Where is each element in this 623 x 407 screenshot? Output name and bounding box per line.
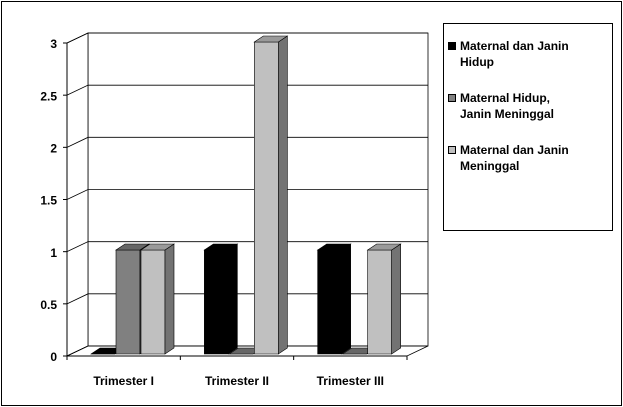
bar-top xyxy=(253,35,289,43)
grid-line xyxy=(66,189,428,200)
x-tick-label: Trimester II xyxy=(205,374,269,388)
grid-line xyxy=(66,136,428,148)
bar-front xyxy=(254,41,279,355)
y-tick-label: 3 xyxy=(50,37,57,51)
legend-swatch xyxy=(448,42,456,50)
bar-top xyxy=(366,243,402,251)
bar-side xyxy=(341,243,351,355)
y-tick-label: 0.5 xyxy=(40,298,57,312)
bar-front xyxy=(367,249,392,355)
legend-swatch xyxy=(448,146,456,154)
bar xyxy=(316,243,352,355)
legend-label: Maternal dan Janin Hidup xyxy=(460,39,569,69)
bar-side xyxy=(164,243,175,355)
grid-line xyxy=(66,293,428,305)
grid-line xyxy=(66,84,428,96)
bar-front xyxy=(204,249,229,355)
y-tick-label: 2 xyxy=(50,142,57,156)
bar-side xyxy=(228,243,238,355)
x-tick-label: Trimester I xyxy=(93,374,154,388)
bar-top xyxy=(316,243,352,251)
bar-top xyxy=(115,243,150,251)
bar xyxy=(140,243,175,355)
grid-line xyxy=(66,32,428,44)
bar-front xyxy=(140,249,166,355)
y-tick-label: 0 xyxy=(50,350,57,364)
x-tick-label: Trimester III xyxy=(317,374,384,388)
bar xyxy=(203,243,239,355)
bar xyxy=(253,35,289,355)
grid-line xyxy=(66,345,428,357)
bar-side xyxy=(278,35,288,355)
bar-front xyxy=(317,249,342,355)
bar-side xyxy=(391,243,401,355)
y-tick-label: 2.5 xyxy=(40,89,57,103)
legend-label: Maternal Hidup, Janin Meninggal xyxy=(460,91,555,121)
y-tick-label: 1 xyxy=(50,246,57,260)
legend-label: Maternal dan Janin Meninggal xyxy=(460,143,569,173)
bar-top xyxy=(203,243,239,251)
legend: Maternal dan Janin Hidup Maternal Hidup, … xyxy=(443,23,613,231)
legend-swatch xyxy=(448,94,456,102)
y-tick-label: 1.5 xyxy=(40,194,57,208)
grid-line xyxy=(66,241,428,253)
bar-front xyxy=(115,249,141,355)
bar-top xyxy=(140,243,175,251)
bar xyxy=(366,243,402,355)
